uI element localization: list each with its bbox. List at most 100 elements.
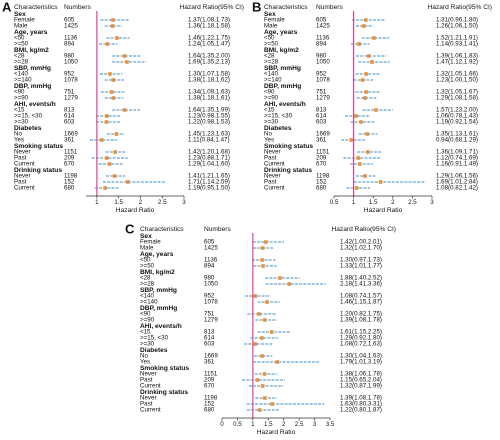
row-count: 980 — [316, 53, 327, 60]
hr-point — [365, 150, 370, 154]
row-label: Current — [14, 185, 35, 192]
hr-point — [372, 36, 376, 40]
hr-label: 1.14(0.93,1.41) — [436, 41, 478, 48]
hr-point — [257, 408, 262, 412]
row-label: <140 — [264, 71, 278, 78]
hr-label: 1.29(0.92,1.80) — [340, 335, 382, 342]
x-tick-label: 1 — [95, 199, 99, 206]
row-label: Female — [264, 17, 285, 24]
hr-label: 1.36(1.09,1.71) — [436, 149, 478, 156]
x-tick-label: 2.5 — [295, 421, 304, 428]
row-count: 670 — [316, 161, 327, 168]
group-label: Sex — [140, 233, 152, 240]
row-count: 152 — [64, 179, 75, 186]
hr-label: 1.46(1.15,1.87) — [340, 299, 382, 306]
hr-point — [260, 336, 264, 340]
column-header: Characteristics — [264, 4, 308, 11]
row-count: 1151 — [64, 149, 78, 156]
row-label: >=30 — [140, 341, 155, 348]
x-tick-label: 3 — [430, 199, 434, 206]
hr-point — [358, 162, 362, 166]
row-label: <28 — [264, 53, 275, 60]
hr-point — [364, 90, 368, 94]
hr-point — [115, 36, 119, 40]
hr-label: 1.23(0.88,1.71) — [188, 155, 230, 162]
panel-label: A — [2, 0, 12, 14]
row-count: 1078 — [204, 299, 218, 306]
column-header: Numbers — [316, 4, 343, 11]
group-label: BMI, kg/m2 — [264, 47, 299, 54]
hr-label: 1.29(1.08,1.58) — [436, 95, 478, 102]
panel-label: C — [125, 221, 135, 236]
hr-label: 1.64(1.35,1.99) — [188, 107, 230, 114]
column-header: Hazard Ratio(95% CI) — [180, 4, 245, 11]
hr-point — [122, 108, 127, 112]
row-count: 952 — [204, 293, 215, 300]
x-tick-label: 1.5 — [264, 421, 273, 428]
row-label: >=30 — [14, 119, 29, 126]
hr-label: 1.15(0.65,2.04) — [340, 377, 382, 384]
row-count: 680 — [316, 185, 327, 192]
group-label: BMI, kg/m2 — [140, 269, 175, 276]
group-label: DBP, mmHg — [14, 83, 51, 90]
row-label: Female — [140, 239, 161, 246]
x-tick-label: 2 — [282, 421, 286, 428]
row-count: 209 — [316, 155, 327, 162]
hr-point — [370, 60, 374, 64]
row-count: 670 — [64, 161, 75, 168]
row-count: 1151 — [204, 371, 218, 378]
hr-label: 1.69(1.35,2.13) — [188, 59, 230, 66]
row-label: Past — [14, 155, 27, 162]
x-axis-title: Hazard Ratio — [257, 429, 296, 436]
group-label: AHI, events/h — [14, 101, 56, 108]
row-count: 1151 — [316, 149, 330, 156]
row-label: Past — [264, 179, 277, 186]
row-count: 813 — [316, 107, 327, 114]
row-label: >=90 — [140, 317, 155, 324]
hr-label: 1.39(1.08,1.78) — [340, 317, 382, 324]
group-label: SBP, mmHg — [14, 65, 51, 72]
row-count: 1198 — [316, 173, 330, 180]
row-count: 1050 — [64, 59, 78, 66]
hr-point — [105, 156, 109, 160]
hr-point — [122, 54, 127, 58]
column-header: Characteristics — [140, 226, 184, 233]
hr-point — [378, 180, 383, 184]
hr-label: 1.32(0.87,1.99) — [340, 383, 382, 390]
hr-label: 1.64(1.35,2.00) — [188, 53, 230, 60]
hr-point — [363, 18, 368, 22]
hr-point — [278, 276, 282, 280]
x-tick-label: 1 — [352, 199, 356, 206]
row-count: 1425 — [316, 23, 330, 30]
row-count: 614 — [316, 113, 327, 120]
column-header: Numbers — [204, 226, 231, 233]
hr-label: 1.34(1.09,1.63) — [188, 89, 230, 96]
hr-label: 1.35(1.13,1.61) — [436, 131, 478, 138]
hr-point — [263, 318, 267, 322]
group-label: SBP, mmHg — [264, 65, 301, 72]
x-tick-label: 0.5 — [233, 421, 242, 428]
row-label: Female — [14, 17, 35, 24]
row-label: Yes — [14, 137, 24, 144]
row-label: >=28 — [140, 281, 155, 288]
row-label: <90 — [14, 89, 25, 96]
group-label: Drinking status — [264, 167, 312, 174]
hr-label: 1.46(1.22,1.75) — [188, 35, 230, 42]
hr-label: 1.79(1.01,3.19) — [340, 359, 382, 366]
hr-label: 1.36(1.18,1.58) — [188, 23, 230, 30]
x-tick-label: 2 — [139, 199, 143, 206]
group-label: Drinking status — [14, 167, 62, 174]
hr-label: 1.42(1.20,1.68) — [188, 149, 230, 156]
hr-label: 1.08(0.74,1.57) — [340, 293, 382, 300]
row-count: 1078 — [316, 77, 330, 84]
row-count: 1669 — [64, 131, 78, 138]
row-label: >=140 — [14, 77, 32, 84]
row-label: >=50 — [14, 41, 29, 48]
row-label: <90 — [264, 89, 275, 96]
hr-point — [105, 114, 109, 118]
row-count: 1669 — [316, 131, 330, 138]
group-label: Smoking status — [140, 365, 189, 372]
row-count: 361 — [64, 137, 75, 144]
row-label: Never — [14, 173, 31, 180]
column-header: Hazard Ratio(95% CI) — [428, 4, 493, 11]
